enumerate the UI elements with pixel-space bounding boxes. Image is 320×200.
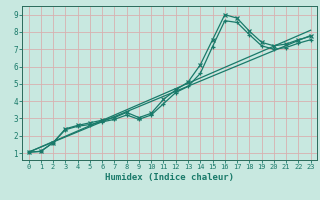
X-axis label: Humidex (Indice chaleur): Humidex (Indice chaleur) — [105, 173, 234, 182]
